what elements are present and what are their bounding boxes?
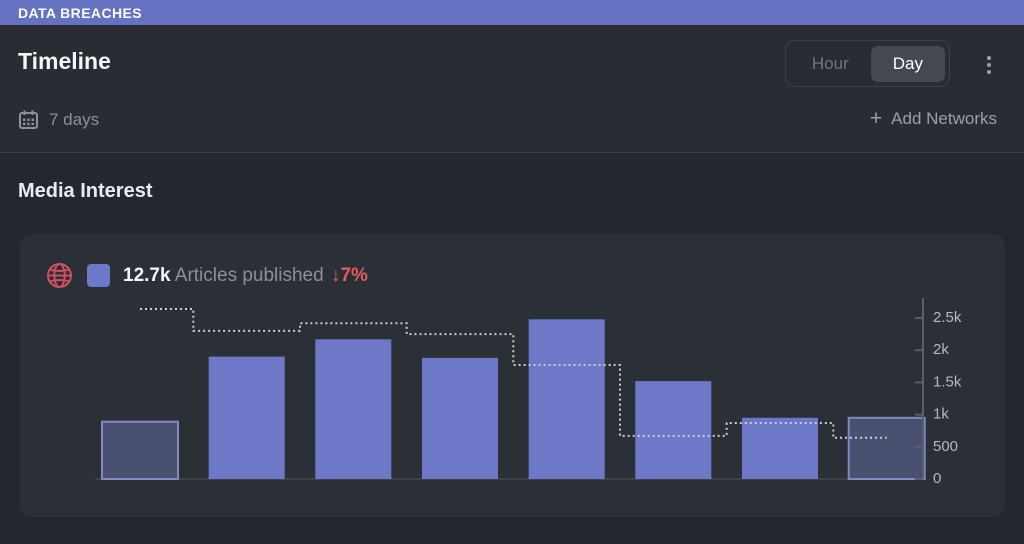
bar-day-7 — [742, 417, 818, 479]
bar-day-3 — [315, 339, 392, 479]
y-tick-label: 1k — [933, 406, 949, 423]
date-range-label: 7 days — [49, 109, 100, 129]
globe-icon — [45, 261, 74, 290]
bar-day-6 — [635, 381, 712, 479]
legend-text: 12.7k Articles published ↓7% — [123, 265, 368, 287]
add-networks-button[interactable]: + Add Networks — [869, 107, 997, 130]
toggle-day-button[interactable]: Day — [870, 45, 945, 82]
page-title: Timeline — [18, 48, 111, 74]
toggle-hour-button[interactable]: Hour — [790, 46, 871, 82]
app-bar-title: DATA BREACHES — [18, 4, 142, 21]
app-bar: DATA BREACHES — [0, 0, 1024, 25]
media-interest-card: 12.7k Articles published ↓7% 0 500 1k 1.5k 2… — [20, 234, 1005, 517]
media-interest-section: Media Interest 12.7k Articles published — [0, 153, 1024, 543]
bar-day-5 — [528, 319, 605, 479]
media-chart: 0 500 1k 1.5k 2k 2.5k — [95, 298, 962, 487]
section-title: Media Interest — [18, 180, 153, 202]
chart-legend: 12.7k Articles published ↓7% — [45, 261, 368, 290]
y-tick-label: 500 — [933, 438, 958, 455]
series-swatch — [87, 264, 110, 287]
y-tick-label: 0 — [933, 470, 941, 487]
add-networks-label: Add Networks — [891, 109, 997, 128]
bar-day-4 — [422, 357, 498, 479]
articles-total: 12.7k — [123, 264, 171, 286]
timeline-header: Timeline Hour Day 7 days + Add Networks — [0, 25, 1024, 153]
date-range-selector[interactable]: 7 days — [18, 109, 99, 130]
previous-period-step-line — [140, 308, 887, 439]
delta-value: 7% — [340, 264, 368, 286]
arrow-down-icon: ↓ — [330, 264, 341, 286]
bar-day-2 — [208, 356, 285, 479]
plus-icon: + — [869, 107, 883, 130]
bar-day-1 — [101, 420, 179, 480]
kebab-menu-icon[interactable] — [985, 54, 993, 76]
calendar-icon — [18, 109, 39, 130]
interval-toggle: Hour Day — [784, 40, 950, 87]
articles-label: Articles published — [174, 264, 324, 286]
y-tick-label: 2.5k — [933, 309, 962, 326]
y-tick-label: 1.5k — [933, 373, 962, 390]
bar-day-8 — [847, 416, 926, 481]
y-tick-label: 2k — [933, 341, 949, 358]
delta-badge: ↓7% — [331, 265, 368, 286]
